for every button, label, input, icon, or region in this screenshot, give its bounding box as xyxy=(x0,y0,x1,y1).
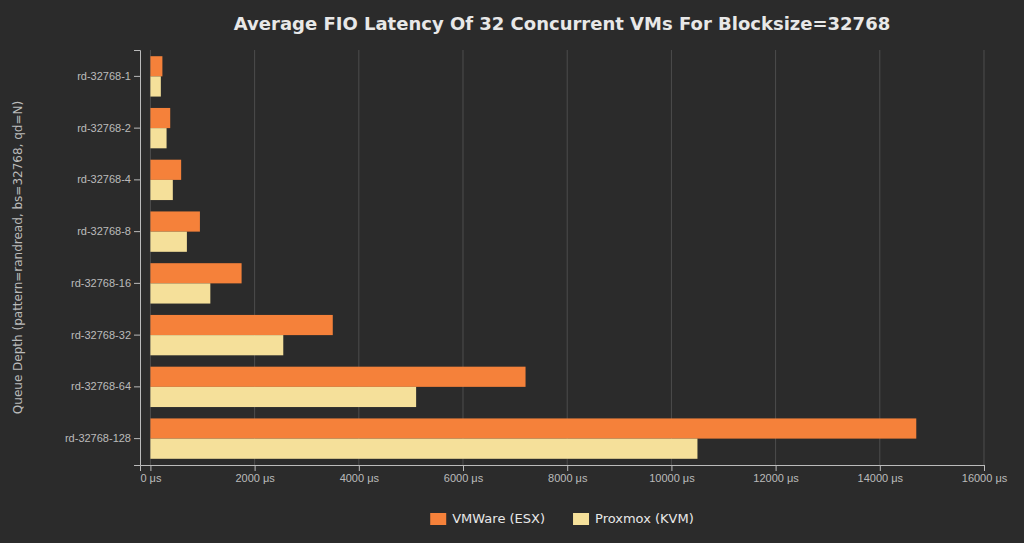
bar-series xyxy=(150,56,916,438)
x-tick-label: 4000 μs xyxy=(340,472,380,484)
x-tick-mark xyxy=(776,465,777,471)
x-tick-label: 10000 μs xyxy=(649,472,695,484)
grid-line xyxy=(879,50,880,465)
legend-item: Proxmox (KVM) xyxy=(573,511,694,526)
y-tick-label: rd-32768-64 xyxy=(71,380,131,392)
y-tick: rd-32768-1 xyxy=(77,70,140,82)
bar xyxy=(150,283,210,303)
y-axis-line xyxy=(134,51,141,466)
y-tick-label: rd-32768-128 xyxy=(65,432,131,444)
legend-swatch xyxy=(430,513,446,525)
y-tick-label: rd-32768-16 xyxy=(71,277,131,289)
y-axis: rd-32768-128 rd-32768-64 rd-32768-32 rd-327… xyxy=(65,51,141,466)
y-tick-label: rd-32768-4 xyxy=(77,173,131,185)
legend-swatch xyxy=(573,513,589,525)
bar xyxy=(150,128,166,148)
x-tick-mark xyxy=(150,465,151,471)
x-tick-mark xyxy=(671,465,672,471)
legend-label: VMWare (ESX) xyxy=(452,511,545,526)
legend: VMWare (ESX) Proxmox (KVM) xyxy=(430,511,694,526)
x-tick: 10000 μs xyxy=(649,465,695,484)
y-tick-label: rd-32768-32 xyxy=(71,329,131,341)
y-axis-title: Queue Depth (pattern=randread, bs=32768,… xyxy=(11,101,25,414)
x-tick-mark xyxy=(984,465,985,471)
bar xyxy=(150,439,697,459)
x-tick-mark xyxy=(359,465,360,471)
x-tick-mark xyxy=(463,465,464,471)
x-tick: 12000 μs xyxy=(753,465,799,484)
y-tick-mark xyxy=(134,76,140,77)
chart: 0 μs 2000 μs 4000 μs 6000 μs 8000 μs 10000 μs… xyxy=(0,0,1024,543)
x-tick-label: 16000 μs xyxy=(962,472,1008,484)
grid-line xyxy=(984,50,985,465)
y-tick-mark xyxy=(134,335,140,336)
x-tick-mark xyxy=(255,465,256,471)
x-tick: 8000 μs xyxy=(548,465,588,484)
x-tick-mark xyxy=(567,465,568,471)
bar xyxy=(150,263,241,283)
x-tick-label: 2000 μs xyxy=(235,472,275,484)
y-tick-mark xyxy=(134,179,140,180)
y-tick: rd-32768-64 xyxy=(71,380,140,392)
plot: 0 μs 2000 μs 4000 μs 6000 μs 8000 μs 10000 μs… xyxy=(65,50,1008,484)
x-tick: 6000 μs xyxy=(444,465,484,484)
x-tick-label: 8000 μs xyxy=(548,472,588,484)
x-tick: 4000 μs xyxy=(340,465,380,484)
x-tick-label: 14000 μs xyxy=(858,472,904,484)
x-tick-label: 0 μs xyxy=(140,472,162,484)
y-tick-mark xyxy=(134,438,140,439)
bar xyxy=(150,108,170,128)
y-tick-mark xyxy=(134,231,140,232)
y-tick: rd-32768-2 xyxy=(77,122,140,134)
bar xyxy=(150,418,916,438)
bar xyxy=(150,315,332,335)
y-tick: rd-32768-8 xyxy=(77,225,140,237)
bars xyxy=(150,56,916,459)
legend-label: Proxmox (KVM) xyxy=(595,511,694,526)
x-axis-line xyxy=(141,466,985,472)
y-tick-mark xyxy=(134,128,140,129)
y-tick-label: rd-32768-2 xyxy=(77,122,131,134)
y-tick-mark xyxy=(134,386,140,387)
bar xyxy=(150,335,283,355)
bar xyxy=(150,56,162,76)
grid-line xyxy=(775,50,776,465)
y-tick: rd-32768-16 xyxy=(71,277,140,289)
grid-line xyxy=(463,50,464,465)
grid-line xyxy=(671,50,672,465)
y-tick-mark xyxy=(134,283,140,284)
x-tick-label: 6000 μs xyxy=(444,472,484,484)
x-tick: 16000 μs xyxy=(962,465,1008,484)
grid-line xyxy=(567,50,568,465)
bar xyxy=(150,160,181,180)
y-tick: rd-32768-32 xyxy=(71,329,140,341)
legend-item: VMWare (ESX) xyxy=(430,511,545,526)
bar xyxy=(150,211,199,231)
y-tick: rd-32768-128 xyxy=(65,432,140,444)
x-axis: 0 μs 2000 μs 4000 μs 6000 μs 8000 μs 10000 μs… xyxy=(140,465,1007,484)
y-tick-label: rd-32768-8 xyxy=(77,225,131,237)
bar xyxy=(150,367,525,387)
x-tick-label: 12000 μs xyxy=(753,472,799,484)
y-tick: rd-32768-4 xyxy=(77,173,140,185)
bar xyxy=(150,180,172,200)
y-tick-label: rd-32768-1 xyxy=(77,70,131,82)
x-tick: 2000 μs xyxy=(235,465,275,484)
grid xyxy=(150,50,984,465)
bar xyxy=(150,232,186,252)
x-tick-mark xyxy=(880,465,881,471)
x-tick: 14000 μs xyxy=(858,465,904,484)
bar-series xyxy=(150,76,697,458)
background xyxy=(0,0,1024,543)
x-tick: 0 μs xyxy=(140,465,162,484)
bar xyxy=(150,76,160,96)
bar xyxy=(150,387,416,407)
title: Average FIO Latency Of 32 Concurrent VMs… xyxy=(234,13,890,34)
